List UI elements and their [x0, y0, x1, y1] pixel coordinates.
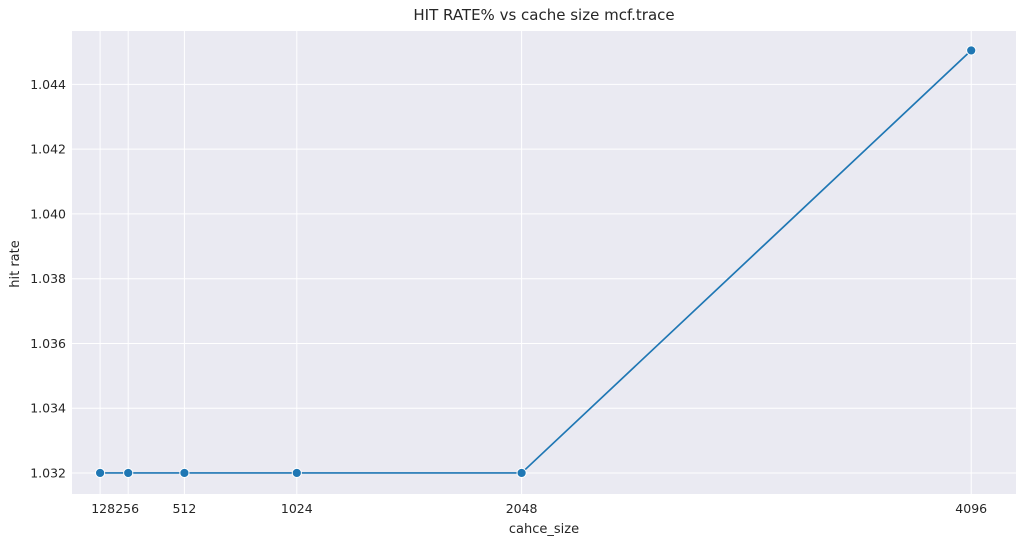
y-axis-ticks: 1.032 1.034 1.036 1.038 1.040 1.042 1.044 [30, 77, 66, 481]
data-point [95, 467, 106, 479]
y-tick-label: 1.044 [30, 77, 66, 92]
data-point [966, 45, 977, 56]
series-layer [95, 45, 977, 479]
plot-area [72, 31, 1016, 494]
x-tick-label: 256 [115, 501, 139, 516]
x-axis-ticks: 128 256 512 1024 2048 4096 [91, 501, 987, 516]
y-axis-label: hit rate [8, 240, 23, 288]
data-point [179, 467, 190, 479]
data-point [291, 467, 302, 479]
y-tick-label: 1.042 [30, 142, 66, 157]
y-tick-label: 1.036 [30, 336, 66, 351]
x-tick-label: 4096 [955, 501, 987, 516]
chart-title: HIT RATE% vs cache size mcf.trace [413, 6, 674, 24]
y-tick-label: 1.034 [30, 401, 66, 416]
grid [72, 31, 1016, 494]
x-tick-label: 512 [172, 501, 196, 516]
data-point [123, 467, 134, 479]
x-tick-label: 2048 [506, 501, 538, 516]
y-tick-label: 1.040 [30, 206, 66, 221]
x-tick-label: 128 [91, 501, 115, 516]
x-axis-label: cahce_size [509, 522, 579, 537]
data-point [516, 467, 527, 479]
y-tick-label: 1.038 [30, 271, 66, 286]
y-tick-label: 1.032 [30, 465, 66, 480]
x-tick-label: 1024 [281, 501, 313, 516]
